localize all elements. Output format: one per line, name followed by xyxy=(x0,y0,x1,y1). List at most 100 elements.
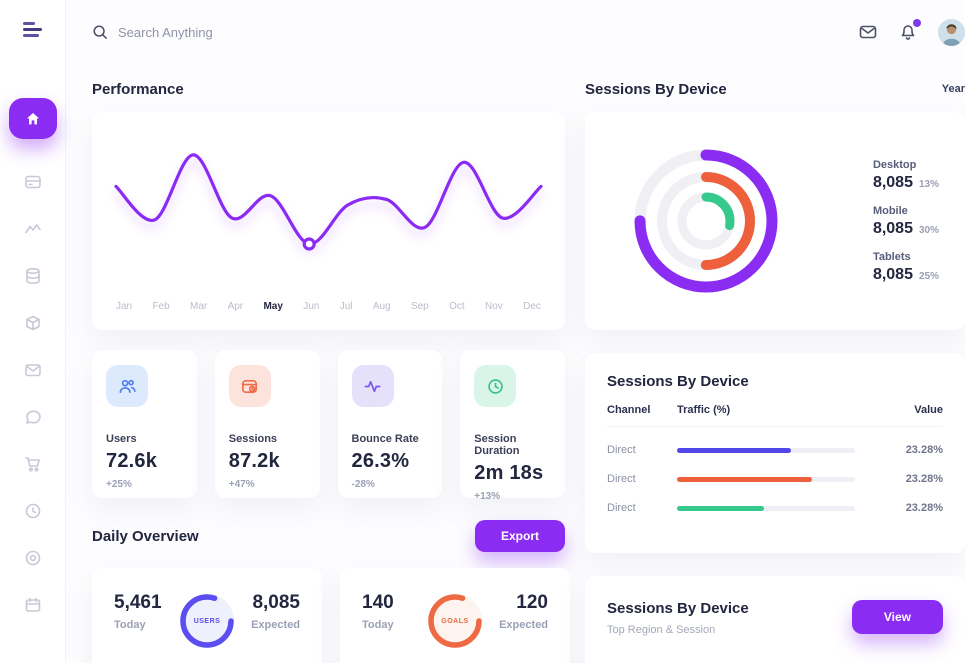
sidebar-item-packages[interactable] xyxy=(24,314,42,332)
stat-label: Session Duration xyxy=(474,433,520,457)
legend-item-desktop: Desktop 8,085 13% xyxy=(872,158,939,191)
stat-delta: +47% xyxy=(228,479,255,490)
month-label: Oct xyxy=(449,301,465,312)
month-label: Jul xyxy=(339,301,353,312)
database-icon xyxy=(25,267,40,285)
sessions-icon xyxy=(242,379,258,393)
sidebar-item-database[interactable] xyxy=(24,267,42,285)
topbar xyxy=(92,0,965,64)
stat-label: Bounce Rate xyxy=(351,433,419,445)
sidebar-item-chat[interactable] xyxy=(24,408,42,426)
messages-button[interactable] xyxy=(858,22,878,42)
stat-label: Users xyxy=(106,433,137,445)
daily-cards-row: 5,461 Today USERS 8,085 Expe xyxy=(92,568,570,663)
month-label: Jan xyxy=(116,301,133,312)
sidebar-item-history[interactable] xyxy=(24,502,42,520)
month-label: Jun xyxy=(303,301,320,312)
performance-line-chart xyxy=(114,153,543,251)
stat-card-sessions: Sessions 87.2k +47% xyxy=(214,350,320,498)
expected-value: 8,085 xyxy=(252,592,300,613)
calendar-icon xyxy=(25,597,40,612)
table-row: Direct 23.28% xyxy=(607,502,943,514)
month-label: Dec xyxy=(523,301,541,312)
today-value: 5,461 xyxy=(114,592,162,613)
search-icon xyxy=(93,25,107,39)
region-card-subtitle: Top Region & Session xyxy=(607,624,716,636)
sessions-by-device-title: Sessions By Device xyxy=(585,80,727,98)
stat-label: Sessions xyxy=(228,433,278,445)
today-label: Today xyxy=(114,619,146,631)
month-label: Nov xyxy=(484,301,503,312)
ring-label: GOALS xyxy=(441,617,469,625)
stat-delta: +25% xyxy=(106,479,132,490)
stat-value: 2m 18s xyxy=(474,462,544,484)
export-button[interactable]: Export xyxy=(474,520,565,552)
cards-icon xyxy=(24,175,41,189)
stat-card-users: Users 72.6k +25% xyxy=(92,350,197,498)
sessions-donut-card: Desktop 8,085 13% Mobile 8,085 30% Tablets… xyxy=(585,112,965,330)
chart-marker xyxy=(302,237,316,251)
expected-value: 120 xyxy=(516,592,548,613)
stat-delta: +13% xyxy=(474,491,501,502)
sidebar-item-calendar[interactable] xyxy=(24,596,42,614)
menu-toggle-icon[interactable] xyxy=(22,22,43,40)
sidebar-item-analytics[interactable] xyxy=(24,220,42,238)
mail-icon xyxy=(24,364,41,377)
table-header: Channel Traffic (%) Value xyxy=(607,404,943,427)
stat-card-session-duration: Session Duration 2m 18s +13% xyxy=(460,350,565,502)
sidebar-item-cart[interactable] xyxy=(24,455,42,473)
duration-icon xyxy=(487,378,503,394)
stat-value: 26.3% xyxy=(351,450,410,472)
sidebar-item-home[interactable] xyxy=(8,98,57,139)
sidebar-item-cards[interactable] xyxy=(24,173,42,191)
home-icon xyxy=(26,112,39,124)
table-row: Direct 23.28% xyxy=(607,444,943,456)
clock-icon xyxy=(25,503,40,519)
view-button[interactable]: View xyxy=(851,600,943,634)
region-card: Sessions By Device Top Region & Session … xyxy=(585,576,965,663)
performance-chart-card: Jan Feb Mar Apr May Jun Jul Aug Sep Oct … xyxy=(92,112,565,330)
package-icon xyxy=(25,315,40,331)
daily-card-users: 5,461 Today USERS 8,085 Expe xyxy=(92,568,322,663)
notifications-button[interactable] xyxy=(898,18,922,42)
traffic-table-title: Sessions By Device xyxy=(607,373,749,390)
search-bar[interactable] xyxy=(92,24,858,40)
bell-icon xyxy=(901,25,915,40)
users-progress-ring: USERS xyxy=(176,590,238,652)
avatar[interactable] xyxy=(938,18,965,46)
chat-icon xyxy=(25,410,41,424)
period-selector[interactable]: Year xyxy=(941,83,965,95)
stat-value: 72.6k xyxy=(106,450,158,472)
stat-value: 87.2k xyxy=(228,450,280,472)
expected-label: Expected xyxy=(251,619,300,631)
disc-icon xyxy=(25,550,40,566)
donut-legend: Desktop 8,085 13% Mobile 8,085 30% Tablets… xyxy=(873,159,939,284)
stats-row: Users 72.6k +25% Sessions 87.2k +47% xyxy=(92,350,565,502)
traffic-bar xyxy=(677,476,855,482)
sidebar-nav xyxy=(24,173,42,614)
traffic-bar xyxy=(677,447,855,453)
ring-label: USERS xyxy=(193,617,221,625)
pulse-icon xyxy=(364,380,381,392)
analytics-icon xyxy=(24,224,41,234)
sidebar-item-records[interactable] xyxy=(24,549,42,567)
users-icon xyxy=(119,379,136,393)
month-label: Mar xyxy=(190,301,208,312)
stat-card-bounce-rate: Bounce Rate 26.3% -28% xyxy=(337,350,443,498)
search-input[interactable] xyxy=(118,24,338,40)
month-label: Sep xyxy=(410,301,429,312)
today-label: Today xyxy=(362,619,394,631)
legend-item-tablets: Tablets 8,085 25% xyxy=(872,250,939,283)
table-row: Direct 23.28% xyxy=(607,473,943,485)
avatar-photo xyxy=(938,18,965,46)
main-content: Performance Jan Feb xyxy=(66,0,965,663)
sidebar-item-mail[interactable] xyxy=(24,361,42,379)
sidebar xyxy=(0,0,66,663)
col-channel: Channel xyxy=(607,404,651,416)
col-value: Value xyxy=(914,404,943,416)
traffic-table-card: Sessions By Device Channel Traffic (%) V… xyxy=(585,353,965,553)
stat-delta: -28% xyxy=(351,479,375,490)
month-label-highlighted: May xyxy=(263,301,283,312)
month-label: Feb xyxy=(152,301,170,312)
month-label: Aug xyxy=(372,301,391,312)
